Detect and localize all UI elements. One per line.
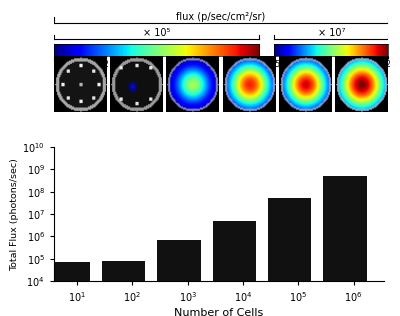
X-axis label: Number of Cells: Number of Cells (174, 308, 264, 316)
Bar (157, 240, 201, 316)
Bar (323, 176, 366, 316)
Bar (213, 221, 256, 316)
Bar (268, 198, 311, 316)
Y-axis label: Total Flux (photons/sec): Total Flux (photons/sec) (10, 158, 20, 270)
Bar (102, 261, 146, 316)
Text: × 10⁵: × 10⁵ (143, 28, 170, 38)
Text: × 10⁷: × 10⁷ (318, 28, 345, 38)
Text: flux (p/sec/cm²/sr): flux (p/sec/cm²/sr) (176, 12, 266, 22)
Bar (47, 262, 90, 316)
